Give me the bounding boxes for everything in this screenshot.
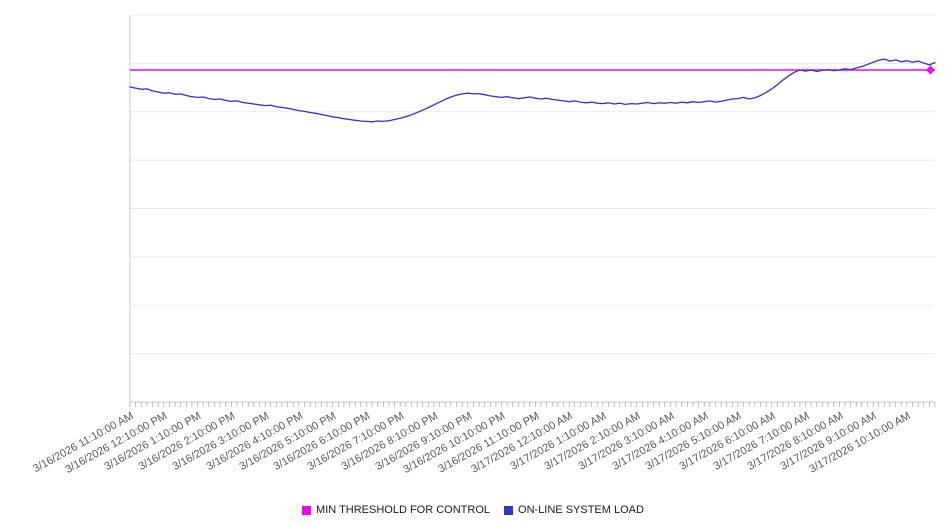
legend-item-threshold: MIN THRESHOLD FOR CONTROL: [302, 504, 490, 516]
legend: MIN THRESHOLD FOR CONTROL ON-LINE SYSTEM…: [0, 504, 946, 516]
load-color-swatch: [504, 505, 514, 515]
legend-item-load: ON-LINE SYSTEM LOAD: [504, 504, 644, 516]
chart-plot-area[interactable]: [0, 0, 946, 430]
threshold-color-swatch: [302, 505, 312, 515]
legend-label-load: ON-LINE SYSTEM LOAD: [518, 504, 644, 516]
legend-label-threshold: MIN THRESHOLD FOR CONTROL: [316, 504, 491, 516]
